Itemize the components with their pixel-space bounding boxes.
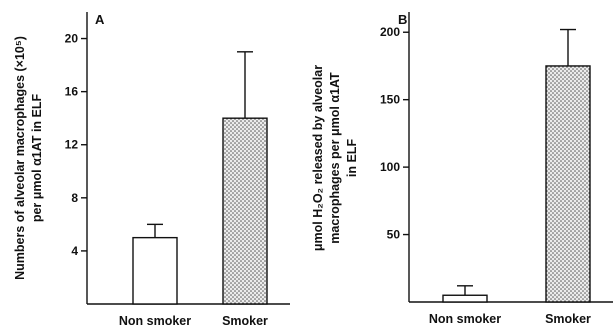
y-tick-label: 16 bbox=[65, 85, 79, 99]
bar-smoker bbox=[545, 65, 591, 303]
bar-smoker bbox=[222, 117, 268, 305]
bar-non-smoker bbox=[442, 294, 488, 303]
x-category-label: Non smoker bbox=[119, 314, 191, 328]
y-axis-label-line: μmol H₂O₂ released by alveolar bbox=[311, 65, 325, 251]
y-tick-label: 4 bbox=[71, 244, 78, 258]
panel-a-chart: 4 8 12 16 20 A Non smoker Smoker Numbers of alve… bbox=[13, 12, 290, 328]
y-tick-label: 12 bbox=[65, 138, 79, 152]
y-tick-label: 150 bbox=[380, 93, 400, 107]
y-tick-label: 200 bbox=[380, 25, 400, 39]
y-axis-label-line: per μmol α1AT in ELF bbox=[30, 93, 44, 222]
y-axis-label-line: macrophages per μmol α1AT bbox=[328, 72, 342, 244]
x-category-label: Smoker bbox=[545, 312, 591, 326]
y-tick-label: 100 bbox=[380, 160, 400, 174]
x-category-label: Smoker bbox=[222, 314, 268, 328]
bar-non-smoker bbox=[132, 236, 178, 305]
panel-label: A bbox=[95, 12, 105, 27]
y-axis-label-line: Numbers of alveolar macrophages (×10⁵) bbox=[13, 36, 27, 280]
panel-label: B bbox=[398, 12, 407, 27]
y-axis-label-line: in ELF bbox=[345, 139, 359, 178]
x-category-label: Non smoker bbox=[429, 312, 501, 326]
y-tick-label: 8 bbox=[71, 191, 78, 205]
y-tick-label: 20 bbox=[65, 32, 79, 46]
y-tick-label: 50 bbox=[387, 228, 401, 242]
